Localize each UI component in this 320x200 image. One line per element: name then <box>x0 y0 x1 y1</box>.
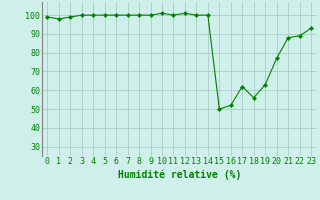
X-axis label: Humidité relative (%): Humidité relative (%) <box>117 169 241 180</box>
